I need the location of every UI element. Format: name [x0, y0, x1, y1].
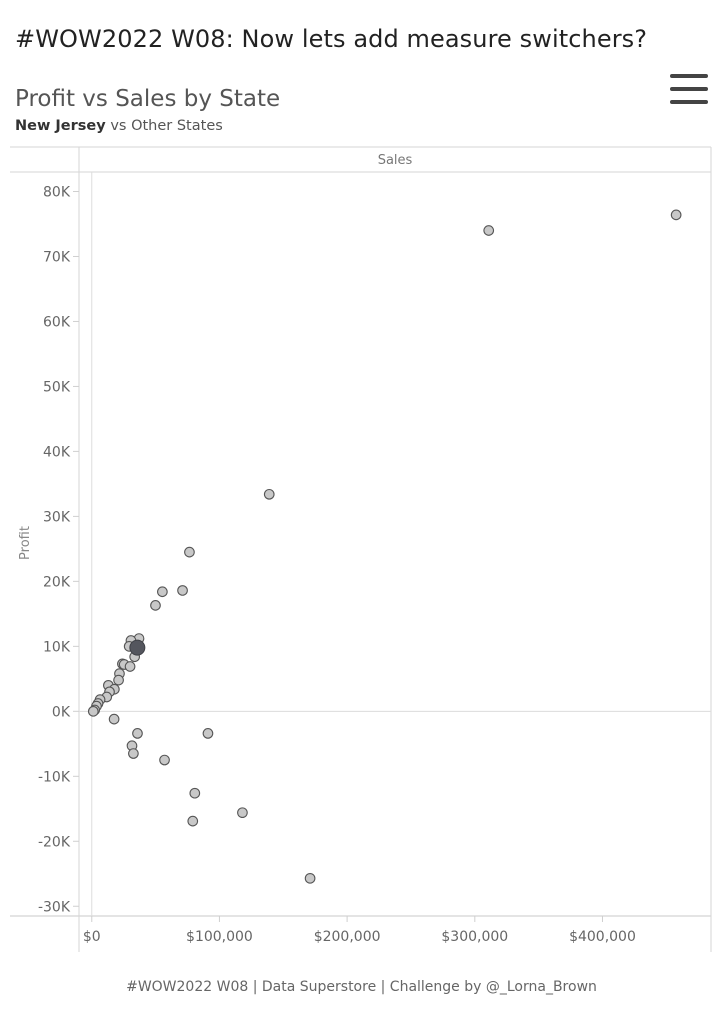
x-tick-label: $400,000: [569, 929, 636, 945]
data-point: [87, 705, 99, 717]
data-point: [304, 872, 316, 884]
subtitle-highlight-state: New Jersey: [15, 118, 106, 134]
highlight-point-new-jersey: [129, 639, 146, 656]
chart-subtitle: New Jersey vs Other States: [15, 118, 223, 134]
chart-title: Profit vs Sales by State: [15, 86, 281, 112]
y-tick-label: 10K: [43, 639, 71, 655]
data-point: [483, 225, 495, 236]
y-tick-label: -10K: [38, 769, 71, 785]
data-point: [124, 661, 136, 672]
y-tick-label: -20K: [38, 834, 71, 850]
data-point: [132, 728, 143, 739]
data-point: [189, 787, 201, 799]
y-tick-label: 70K: [43, 249, 71, 265]
data-point: [263, 488, 275, 500]
x-axis-title: Sales: [378, 153, 413, 168]
y-tick-label: 80K: [43, 184, 71, 200]
x-tick-label: $200,000: [314, 929, 381, 945]
x-tick-label: $100,000: [186, 929, 253, 945]
data-point: [157, 586, 168, 598]
y-axis-ticks: -30K -20K -10K 0K 10K 20K 30K 40K 50K 60K 70K 80K: [38, 184, 79, 915]
data-point: [184, 546, 195, 558]
footer-credit: #WOW2022 W08 | Data Superstore | Challen…: [126, 979, 597, 995]
x-tick-label: $0: [83, 929, 101, 945]
data-point: [237, 807, 248, 819]
x-tick-label: $300,000: [441, 929, 508, 945]
y-tick-label: 20K: [43, 574, 71, 590]
x-axis-ticks: $0 $100,000 $200,000 $300,000 $400,000: [83, 916, 636, 945]
y-tick-label: 60K: [43, 314, 71, 330]
data-point: [202, 728, 214, 739]
data-point: [113, 674, 124, 686]
y-axis-title: Profit: [18, 526, 33, 560]
data-point: [159, 754, 170, 766]
chart-frame: [10, 146, 712, 952]
hamburger-menu-icon[interactable]: [670, 74, 708, 106]
y-tick-label: 40K: [43, 444, 71, 460]
y-tick-label: 30K: [43, 509, 71, 525]
subtitle-rest: vs Other States: [105, 118, 223, 134]
data-point: [177, 585, 188, 596]
dashboard-title: #WOW2022 W08: Now lets add measure switc…: [15, 25, 648, 53]
data-points: [87, 209, 682, 884]
data-point: [108, 713, 120, 725]
data-point: [187, 815, 199, 827]
y-tick-label: -30K: [38, 899, 71, 915]
data-point: [150, 600, 161, 611]
y-tick-label: 50K: [43, 379, 71, 395]
data-point: [670, 209, 682, 221]
y-tick-label: 0K: [52, 704, 71, 720]
data-point: [128, 748, 139, 759]
